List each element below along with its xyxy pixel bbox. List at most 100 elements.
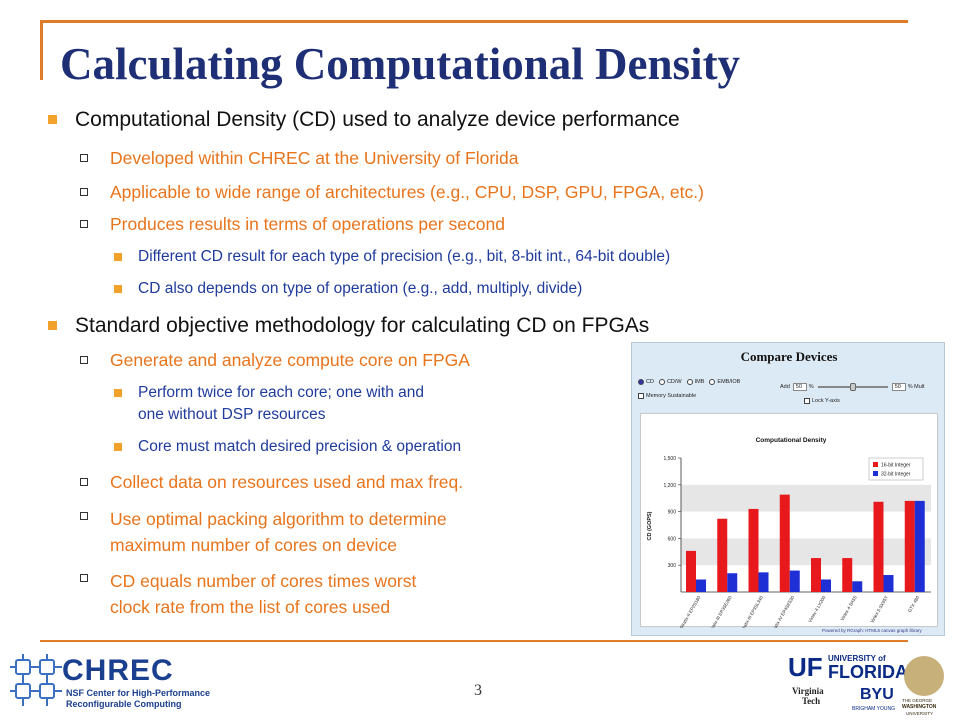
subbullet-packing: Use optimal packing algorithm to determi… bbox=[80, 506, 447, 558]
y-tick-label: 1,500 bbox=[663, 456, 676, 462]
radio-cd-w[interactable] bbox=[658, 379, 665, 385]
x-tick-label: Stratix-IV EP4SE530 bbox=[770, 595, 795, 628]
memory-sustainable-checkbox[interactable] bbox=[638, 393, 644, 399]
y-tick-label: 900 bbox=[668, 510, 677, 516]
subsubbullet-text: CD also depends on type of operation (e.… bbox=[138, 280, 583, 297]
bar-32bit bbox=[789, 570, 800, 592]
pct-label: % bbox=[808, 384, 814, 390]
mix-slider[interactable] bbox=[817, 383, 888, 391]
add-input[interactable]: 50 bbox=[792, 383, 807, 391]
checkbox-label: Lock Y-axis bbox=[812, 398, 840, 404]
lock-y-axis-checkbox[interactable] bbox=[804, 398, 810, 404]
top-border-rule bbox=[40, 20, 908, 23]
chrec-logo: CHREC NSF Center for High-Performance Re… bbox=[10, 650, 210, 710]
subbullet-line: clock rate from the list of cores used bbox=[110, 597, 391, 617]
subbullet-line: Use optimal packing algorithm to determi… bbox=[110, 509, 447, 529]
x-tick-label: Virtex-4 SX55 bbox=[840, 595, 858, 622]
bar-16bit bbox=[748, 508, 759, 592]
bar-32bit bbox=[821, 579, 831, 592]
footer-rule bbox=[40, 640, 908, 642]
y-tick-label: 600 bbox=[668, 536, 677, 542]
chrec-subtitle-1: NSF Center for High-Performance bbox=[66, 688, 211, 698]
legend-label: 16-bit Integer bbox=[881, 463, 911, 469]
add-label: Add bbox=[780, 384, 790, 390]
hollow-square-bullet-icon bbox=[80, 356, 88, 364]
subbullet-text: Produces results in terms of operations … bbox=[110, 214, 505, 234]
computational-density-chart: Computational Density CD (GOPS) 300 600 90… bbox=[647, 437, 931, 628]
subbullet-text-block: CD equals number of cores times worst cl… bbox=[110, 568, 416, 620]
subbullet-text: Developed within CHREC at the University… bbox=[110, 148, 519, 168]
subsubbullet-precision: Different CD result for each type of pre… bbox=[114, 246, 670, 268]
page-number: 3 bbox=[474, 682, 482, 699]
mult-input[interactable]: 50 bbox=[891, 383, 906, 391]
chrec-wordmark: CHREC bbox=[62, 654, 174, 687]
subbullet-text: Applicable to wide range of architecture… bbox=[110, 182, 704, 202]
radio-label: EMB/IOB bbox=[717, 379, 741, 385]
university-logos: UF UNIVERSITY of FLORIDA Virginia Tech B… bbox=[788, 652, 958, 718]
bar-32bit bbox=[758, 572, 769, 592]
subbullet-ops-per-second: Produces results in terms of operations … bbox=[80, 214, 505, 235]
subsubbullet-line: one without DSP resources bbox=[138, 406, 326, 423]
bar-16bit bbox=[686, 550, 696, 592]
subsubbullet-text: Core must match desired precision & oper… bbox=[138, 438, 462, 455]
x-tick-label: Stratix-III EP3SL340 bbox=[739, 595, 764, 628]
bar-16bit bbox=[811, 558, 821, 592]
y-axis-label: CD (GOPS) bbox=[647, 511, 653, 540]
x-tick-label: Stratix-III EP3SE260 bbox=[708, 595, 733, 628]
radio-imb[interactable] bbox=[686, 379, 693, 385]
hollow-square-bullet-icon bbox=[80, 512, 88, 520]
radio-label: CD bbox=[646, 379, 654, 385]
mult-label: % Mult bbox=[907, 384, 925, 390]
hollow-square-bullet-icon bbox=[80, 478, 88, 486]
subbullet-compute-core: Generate and analyze compute core on FPG… bbox=[80, 350, 470, 371]
metric-radio-group: CD CD/W IMB EMB/IOB bbox=[638, 379, 740, 385]
slider-handle[interactable] bbox=[849, 383, 856, 391]
byu-mark: BYU bbox=[860, 686, 894, 703]
radio-label: IMB bbox=[694, 379, 705, 385]
hollow-square-bullet-icon bbox=[80, 154, 88, 162]
add-mult-control: Add 50 % 50 % Mult bbox=[780, 383, 925, 391]
subsubbullet-line: Perform twice for each core; one with an… bbox=[138, 384, 425, 401]
chart-legend: 16-bit Integer 32-bit Integer bbox=[868, 457, 924, 481]
chart-title: Computational Density bbox=[756, 437, 827, 444]
square-bullet-icon bbox=[114, 285, 122, 293]
gw-portrait-icon bbox=[904, 656, 944, 696]
y-tick-label: 300 bbox=[668, 563, 677, 569]
x-tick-label: GTX 480 bbox=[907, 595, 921, 614]
hollow-square-bullet-icon bbox=[80, 220, 88, 228]
bar-32bit bbox=[914, 500, 925, 592]
square-bullet-icon bbox=[48, 115, 57, 124]
subsubbullet-operation: CD also depends on type of operation (e.… bbox=[114, 278, 582, 300]
uf-top-text: UNIVERSITY of bbox=[828, 654, 886, 663]
radio-cd[interactable] bbox=[638, 379, 644, 385]
square-bullet-icon bbox=[114, 443, 122, 451]
bar-32bit bbox=[696, 579, 706, 592]
legend-label: 32-bit Integer bbox=[881, 472, 911, 478]
chrec-chip-icon bbox=[10, 654, 62, 706]
radio-emb-iob[interactable] bbox=[709, 379, 716, 385]
x-tick-label: Virtex-4 LX200 bbox=[807, 595, 826, 624]
vt-top-text: Virginia bbox=[792, 686, 824, 696]
slide-title: Calculating Computational Density bbox=[60, 39, 741, 89]
hollow-square-bullet-icon bbox=[80, 188, 88, 196]
grid-band bbox=[681, 484, 931, 512]
uf-bottom-text: FLORIDA bbox=[828, 662, 908, 682]
subbullet-text-block: Use optimal packing algorithm to determi… bbox=[110, 506, 447, 558]
subbullet-text: Collect data on resources used and max f… bbox=[110, 472, 464, 492]
vt-bottom-text: Tech bbox=[802, 696, 821, 706]
gw-bottom-text: UNIVERSITY bbox=[906, 711, 934, 716]
bullet-methodology: Standard objective methodology for calcu… bbox=[48, 314, 649, 338]
rgraph-credit[interactable]: Powered by RGraph: HTML5 canvas graph li… bbox=[822, 628, 922, 633]
bar-32bit bbox=[852, 581, 863, 592]
subsubbullet-text: Different CD result for each type of pre… bbox=[138, 248, 671, 265]
checkbox-label: Memory Sustainable bbox=[646, 393, 697, 399]
subsubbullet-perform-twice: Perform twice for each core; one with an… bbox=[114, 382, 424, 426]
lock-option: Lock Y-axis bbox=[804, 398, 840, 404]
subsubbullet-text-block: Perform twice for each core; one with an… bbox=[138, 382, 424, 426]
bar-32bit bbox=[883, 575, 894, 592]
chart-area: Computational Density CD (GOPS) 300 600 90… bbox=[640, 413, 938, 628]
bar-16bit bbox=[904, 500, 915, 592]
x-tick-label: Stratix-II EP2S180 bbox=[679, 595, 702, 628]
x-tick-label: Virtex-5 SX95T bbox=[869, 595, 889, 624]
subbullet-architectures: Applicable to wide range of architecture… bbox=[80, 182, 704, 203]
